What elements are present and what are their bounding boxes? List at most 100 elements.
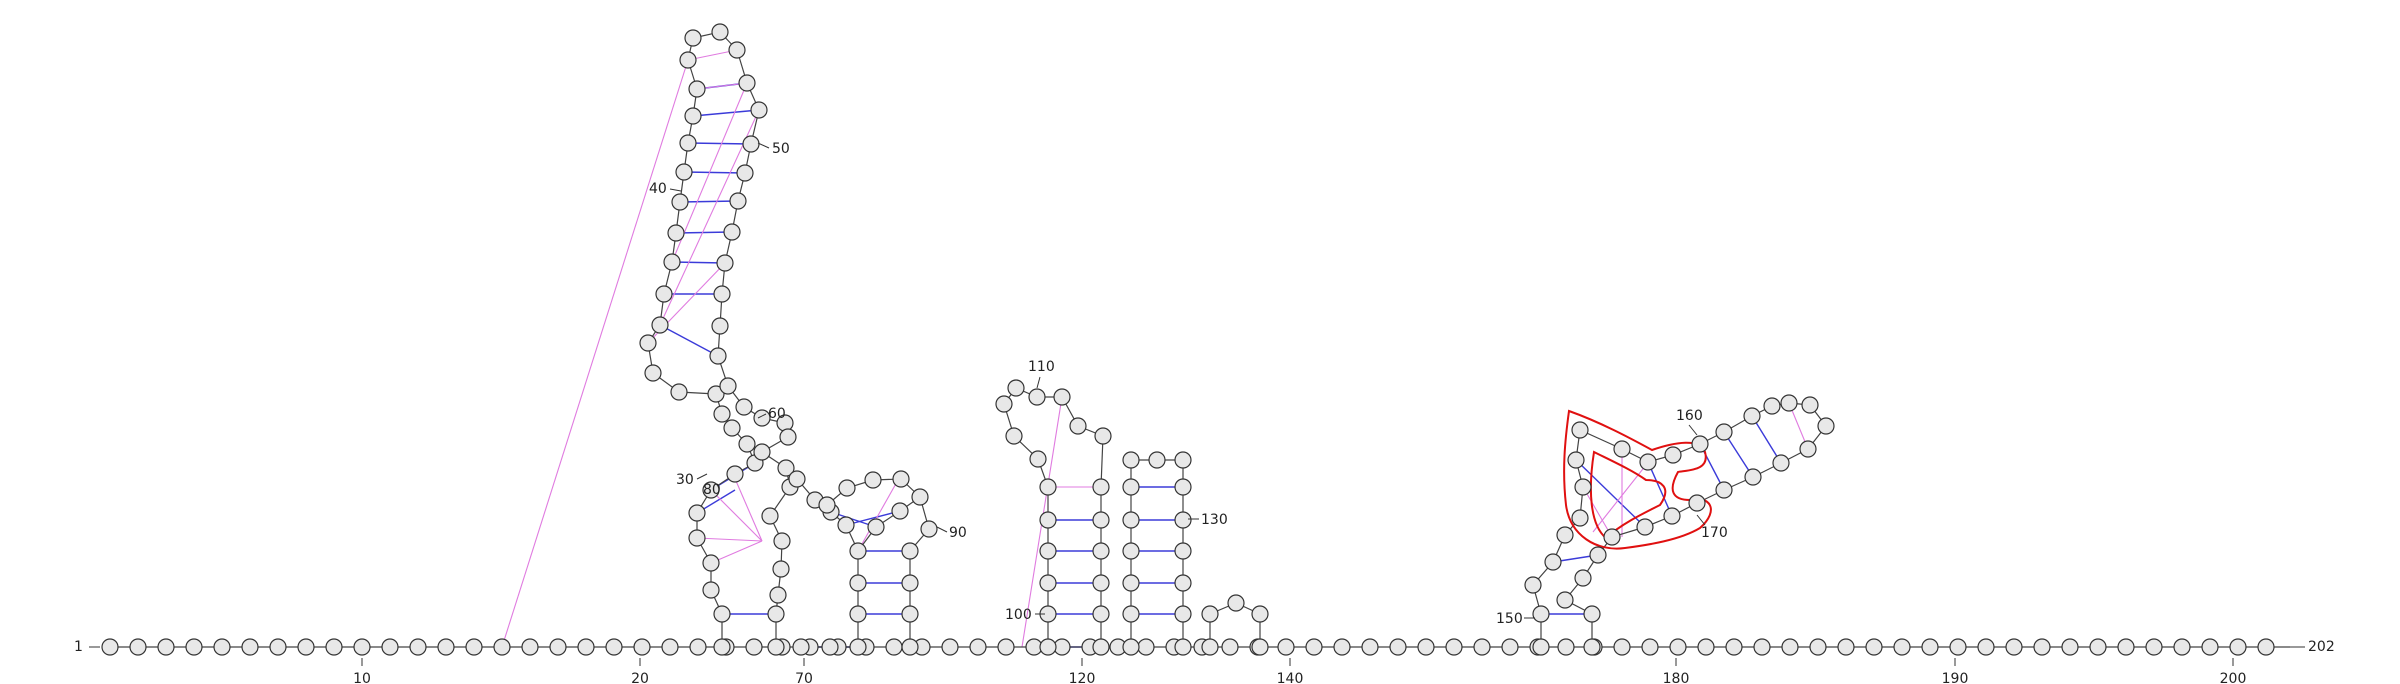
nucleotide <box>1122 478 1140 496</box>
nucleotide <box>702 481 720 499</box>
nucleotide <box>1122 542 1140 560</box>
nucleotide <box>1893 638 1911 656</box>
nucleotides <box>101 23 2275 656</box>
nucleotide <box>2229 638 2247 656</box>
nucleotide <box>1664 446 1682 464</box>
nucleotide <box>129 638 147 656</box>
nucleotide <box>1715 481 1733 499</box>
base-pairs <box>501 49 1809 648</box>
nucleotide <box>2145 638 2163 656</box>
nucleotide <box>702 581 720 599</box>
nucleotide <box>1174 451 1192 469</box>
nucleotide <box>2089 638 2107 656</box>
nucleotide <box>1763 397 1781 415</box>
nucleotide <box>837 516 855 534</box>
nucleotide <box>2257 638 2275 656</box>
nucleotide <box>1589 546 1607 564</box>
nucleotide <box>891 502 909 520</box>
nucleotide <box>644 364 662 382</box>
nucleotide <box>969 638 987 656</box>
nucleotide <box>2033 638 2051 656</box>
nucleotide <box>1201 605 1219 623</box>
nucleotide <box>1005 427 1023 445</box>
nucleotide <box>1227 594 1245 612</box>
nucleotide <box>761 507 779 525</box>
axis-tick-label: 180 <box>1663 671 1690 684</box>
nucleotide <box>465 638 483 656</box>
nucleotide <box>838 479 856 497</box>
backbone <box>110 31 2290 648</box>
nucleotide <box>723 223 741 241</box>
nucleotide <box>818 496 836 514</box>
nucleotide <box>1725 638 1743 656</box>
nucleotide <box>1691 435 1709 453</box>
nucleotide <box>269 638 287 656</box>
nucleotide <box>713 605 731 623</box>
nucleotide <box>241 638 259 656</box>
nucleotide <box>1772 454 1790 472</box>
nucleotide <box>901 542 919 560</box>
nucleotide <box>1949 638 1967 656</box>
nucleotide <box>1201 638 1219 656</box>
nucleotide <box>679 51 697 69</box>
nucleotide <box>688 529 706 547</box>
label-100: 100 <box>1005 607 1032 623</box>
nucleotide <box>1613 440 1631 458</box>
nucleotide <box>1122 638 1140 656</box>
nucleotide <box>773 532 791 550</box>
nucleotide <box>1039 478 1057 496</box>
nucleotide <box>2117 638 2135 656</box>
nucleotide <box>738 74 756 92</box>
nucleotide <box>1007 379 1025 397</box>
nucleotide <box>605 638 623 656</box>
position-axis: 10 20 70 120 140 180 190 200 <box>353 658 2246 684</box>
nucleotide <box>1613 638 1631 656</box>
nucleotide <box>736 164 754 182</box>
nucleotide <box>1039 542 1057 560</box>
nucleotide <box>1092 605 1110 623</box>
position-labels: 1 202 30 40 50 60 80 90 100 110 130 150 … <box>74 141 2335 655</box>
nucleotide <box>1389 638 1407 656</box>
nucleotide <box>719 377 737 395</box>
nucleotide <box>1092 542 1110 560</box>
nucleotide <box>1174 511 1192 529</box>
nucleotide <box>1148 451 1166 469</box>
label-end: 202 <box>2308 639 2335 655</box>
nucleotide <box>788 470 806 488</box>
nucleotide <box>1697 638 1715 656</box>
nucleotide <box>1361 638 1379 656</box>
axis-tick-label: 20 <box>631 671 649 684</box>
nucleotide <box>1574 478 1592 496</box>
label-80: 80 <box>703 482 721 498</box>
nucleotide <box>1039 511 1057 529</box>
nucleotide <box>1532 638 1550 656</box>
nucleotide <box>1571 509 1589 527</box>
nucleotide <box>1715 423 1733 441</box>
axis-tick-label: 120 <box>1069 671 1096 684</box>
nucleotide <box>684 107 702 125</box>
nucleotide <box>723 419 741 437</box>
nucleotide <box>493 638 511 656</box>
nucleotide <box>1524 576 1542 594</box>
nucleotide <box>1305 638 1323 656</box>
nucleotide <box>1753 638 1771 656</box>
nucleotide <box>1641 638 1659 656</box>
axis-tick-label: 140 <box>1277 671 1304 684</box>
nucleotide <box>772 560 790 578</box>
nucleotide <box>1122 605 1140 623</box>
nucleotide <box>745 638 763 656</box>
nucleotide <box>713 638 731 656</box>
nucleotide <box>651 316 669 334</box>
nucleotide <box>742 135 760 153</box>
axis-tick-label: 190 <box>1942 671 1969 684</box>
nucleotide <box>521 638 539 656</box>
nucleotide <box>821 638 839 656</box>
nucleotide <box>1669 638 1687 656</box>
nucleotide <box>767 638 785 656</box>
nucleotide <box>849 638 867 656</box>
label-160: 160 <box>1676 408 1703 424</box>
nucleotide <box>101 638 119 656</box>
nucleotide <box>688 80 706 98</box>
nucleotide <box>679 134 697 152</box>
